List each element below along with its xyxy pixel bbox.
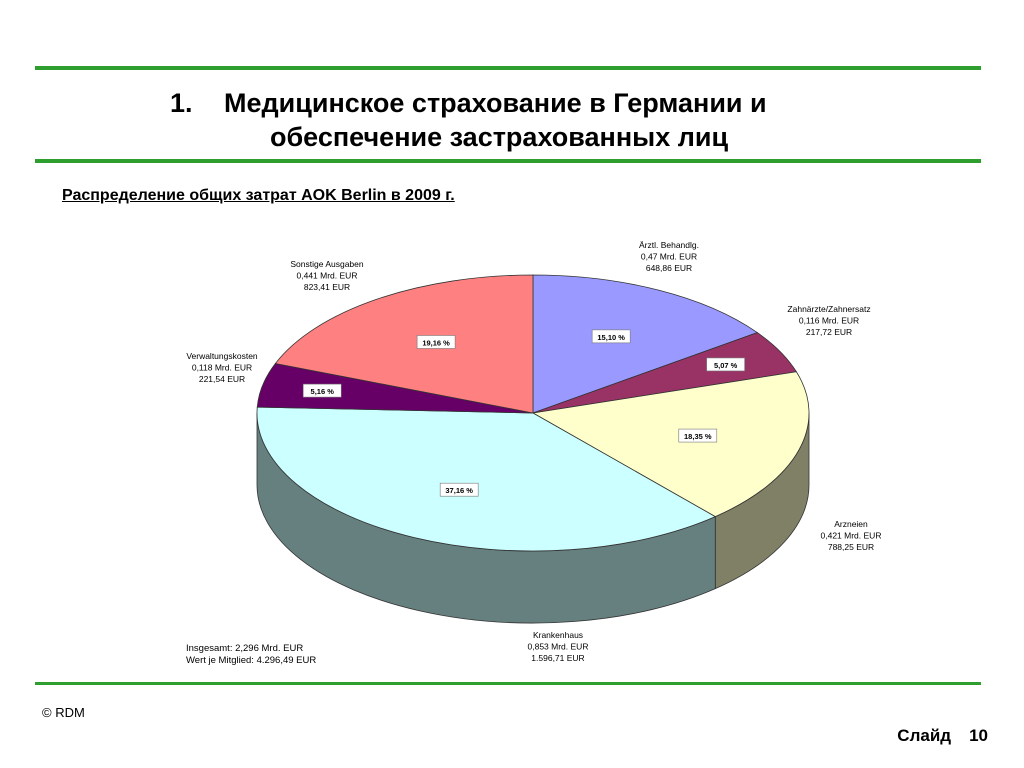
category-name: Arzneien — [834, 519, 868, 529]
percent-label-4: 5,16 % — [302, 383, 342, 398]
totals-line-1: Insgesamt: 2,296 Mrd. EUR — [186, 643, 303, 654]
category-label-1: Zahnärzte/Zahnersatz 0,116 Mrd. EUR217,72… — [787, 304, 870, 337]
category-per-member: 648,86 EUR — [646, 263, 692, 273]
category-per-member: 1.596,71 EUR — [531, 653, 584, 663]
top-rule — [35, 66, 981, 70]
pie-slice-5 — [274, 274, 534, 414]
totals-box: Insgesamt: 2,296 Mrd. EUR Wert je Mitgli… — [186, 643, 316, 666]
pie-slice-3 — [256, 406, 717, 552]
category-per-member: 823,41 EUR — [304, 282, 350, 292]
percent-label-3: 37,16 % — [439, 482, 479, 497]
pie-tops — [256, 274, 810, 552]
slide-indicator: Слайд 10 — [897, 726, 988, 746]
chart-subtitle: Распределение общих затрат AOK Berlin в … — [62, 187, 455, 204]
svg-text:18,35 %: 18,35 % — [684, 432, 712, 441]
category-per-member: 788,25 EUR — [828, 542, 874, 552]
totals-line-2: Wert je Mitglied: 4.296,49 EUR — [186, 655, 316, 666]
slide-label: Слайд — [897, 726, 952, 745]
category-name: Sonstige Ausgaben — [290, 259, 364, 269]
category-amount: 0,853 Mrd. EUR — [528, 642, 589, 652]
copyright: © RDM — [42, 705, 85, 720]
title-line-1: Медицинское страхование в Германии и — [224, 88, 767, 118]
percent-label-1: 5,07 % — [706, 357, 745, 372]
category-name: Zahnärzte/Zahnersatz — [787, 304, 870, 314]
svg-text:15,10 %: 15,10 % — [597, 333, 625, 342]
category-per-member: 217,72 EUR — [806, 327, 852, 337]
category-name: Ärztl. Behandlg. — [639, 240, 699, 250]
title-number: 1. — [170, 88, 193, 118]
bottom-rule — [35, 682, 981, 685]
slide-number: 10 — [969, 726, 988, 745]
category-name: Verwaltungskosten — [186, 351, 258, 361]
pie-slice-0 — [532, 274, 759, 414]
pie-slice-2 — [531, 371, 810, 518]
percent-label-2: 18,35 % — [678, 428, 718, 443]
svg-text:37,16 %: 37,16 % — [445, 486, 473, 495]
category-amount: 0,116 Mrd. EUR — [799, 316, 859, 326]
pie-percent-labels: 15,10 % 5,07 % 18,35 % 37,16 % 5,16 % 19,16 % — [302, 329, 745, 497]
svg-text:19,16 %: 19,16 % — [422, 338, 450, 347]
title-line-2: обеспечение застрахованных лиц — [270, 122, 729, 152]
svg-text:5,16 %: 5,16 % — [311, 387, 335, 396]
svg-text:5,07 %: 5,07 % — [714, 361, 738, 370]
category-amount: 0,118 Mrd. EUR — [192, 363, 252, 373]
percent-label-0: 15,10 % — [591, 329, 631, 344]
percent-label-5: 19,16 % — [416, 335, 456, 349]
category-amount: 0,47 Mrd. EUR — [641, 252, 697, 262]
category-per-member: 221,54 EUR — [199, 374, 245, 384]
title-rule — [35, 159, 981, 163]
category-amount: 0,421 Mrd. EUR — [821, 531, 882, 541]
category-amount: 0,441 Mrd. EUR — [297, 271, 358, 281]
category-name: Krankenhaus — [533, 630, 583, 640]
